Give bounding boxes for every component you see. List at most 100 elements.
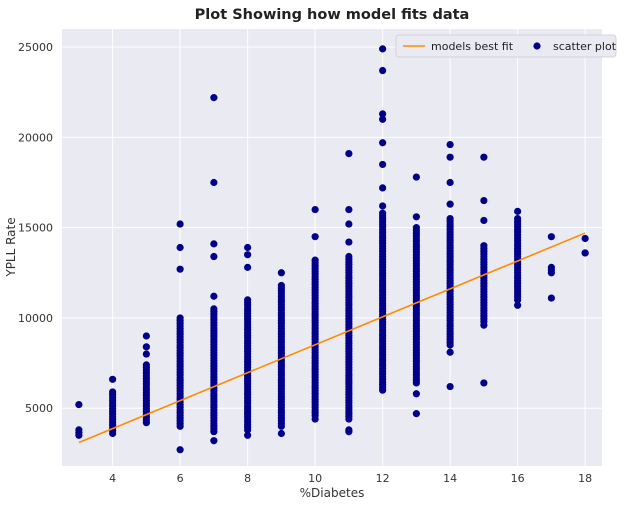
legend-label-fit: models best fit (431, 40, 514, 53)
scatter-points (75, 45, 589, 454)
scatter-point (244, 431, 252, 439)
scatter-point (311, 415, 319, 423)
x-tick-label: 12 (376, 472, 390, 485)
y-tick-label: 15000 (18, 222, 53, 235)
scatter-point (176, 314, 184, 322)
scatter-point (345, 238, 353, 246)
scatter-point (210, 252, 218, 261)
scatter-point (446, 140, 454, 149)
scatter-point (210, 240, 218, 248)
x-tick-label: 8 (244, 472, 251, 485)
scatter-point (379, 184, 387, 192)
scatter-point (142, 343, 150, 351)
scatter-point (311, 233, 319, 241)
scatter-point (446, 382, 454, 391)
y-tick-label: 20000 (18, 131, 53, 144)
scatter-point (379, 160, 387, 169)
scatter-point (345, 426, 353, 434)
scatter-point (142, 361, 150, 369)
scatter-point (75, 401, 83, 409)
scatter-point (345, 252, 353, 261)
scatter-point (514, 301, 522, 309)
scatter-point (480, 196, 488, 205)
scatter-point (379, 110, 387, 118)
x-tick-label: 18 (578, 472, 592, 485)
scatter-point (277, 429, 285, 438)
x-tick-labels: 4 6 8 10 12 14 16 18 (109, 472, 592, 485)
scatter-point (75, 426, 83, 434)
legend-box (395, 34, 617, 58)
best-fit-line (78, 232, 586, 444)
scatter-point (480, 216, 488, 225)
scatter-point (210, 292, 218, 300)
scatter-point (547, 263, 555, 271)
scatter-point (142, 332, 150, 340)
scatter-point (514, 207, 522, 215)
scatter-point (244, 296, 252, 304)
scatter-point (176, 265, 184, 273)
scatter-point (581, 234, 589, 243)
y-tick-label: 10000 (18, 312, 53, 325)
scatter-point (109, 375, 117, 383)
scatter-point (480, 321, 488, 329)
legend-marker-swatch (533, 42, 541, 50)
x-tick-label: 16 (511, 472, 525, 485)
scatter-point (480, 379, 488, 387)
scatter-point (176, 220, 184, 228)
scatter-point (277, 281, 285, 290)
chart-title: Plot Showing how model fits data (195, 7, 470, 23)
scatter-point (379, 139, 387, 147)
x-tick-label: 6 (177, 472, 184, 485)
y-axis-label: YPLL Rate (4, 217, 18, 277)
scatter-point (412, 213, 420, 221)
x-tick-label: 4 (109, 472, 116, 485)
scatter-point (176, 446, 184, 454)
scatter-point (412, 410, 420, 418)
scatter-point (446, 215, 454, 223)
scatter-point (379, 66, 387, 75)
scatter-point (311, 205, 319, 214)
scatter-point (345, 149, 353, 158)
scatter-point (345, 205, 353, 214)
scatter-point (244, 251, 252, 259)
scatter-point (480, 242, 488, 250)
x-tick-label: 14 (443, 472, 457, 485)
scatter-point (210, 178, 218, 187)
scatter-point (244, 243, 252, 252)
scatter-point (210, 437, 218, 445)
scatter-point (210, 305, 218, 313)
scatter-point (581, 249, 589, 257)
scatter-point (176, 243, 184, 252)
scatter-point (142, 350, 150, 358)
scatter-point (277, 269, 285, 277)
scatter-point (345, 220, 353, 228)
scatter-point (379, 45, 387, 53)
x-axis-label: %Diabetes (300, 486, 365, 500)
scatter-point (446, 200, 454, 208)
scatter-point (109, 388, 117, 396)
scatter-point (480, 153, 488, 161)
legend: models best fit scatter plot (395, 34, 617, 58)
scatter-point (547, 294, 555, 302)
scatter-point (311, 256, 319, 264)
x-tick-label: 10 (308, 472, 322, 485)
legend-label-scatter: scatter plot (553, 40, 617, 53)
scatter-point (379, 202, 387, 210)
scatter-point (514, 215, 522, 223)
scatter-point (446, 178, 454, 187)
fit-line (78, 232, 586, 444)
y-tick-label: 25000 (18, 41, 53, 54)
scatter-point (244, 263, 252, 271)
scatter-point (210, 94, 218, 102)
y-tick-labels: 5000 10000 15000 20000 25000 (18, 41, 53, 415)
scatter-point (412, 224, 420, 232)
scatter-point (446, 348, 454, 356)
scatter-point (446, 153, 454, 161)
y-tick-label: 5000 (25, 402, 53, 415)
scatter-point (379, 115, 387, 123)
scatter-point (547, 233, 555, 241)
scatter-point (412, 390, 420, 398)
scatter-point (379, 209, 387, 217)
plot-area (62, 29, 602, 466)
